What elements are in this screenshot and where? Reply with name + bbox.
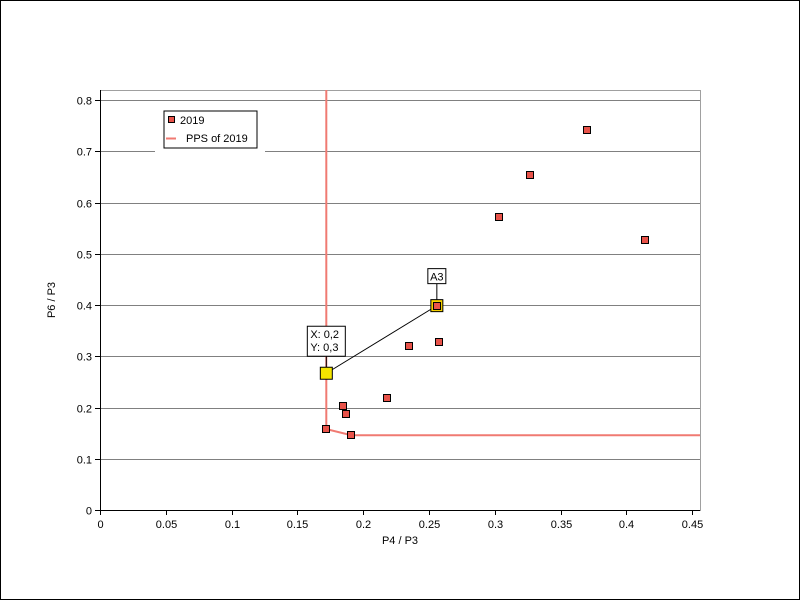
y-axis-ticks: 0 0.1 0.2 0.3 0.4 0.5 0.6 0.7 0.8 — [77, 96, 100, 518]
y-tick-label: 0.8 — [77, 96, 92, 108]
data-point-2019 — [495, 213, 503, 221]
annotations: A3 X: 0,2Y: 0,3 — [306, 126, 649, 439]
x-tick-label: 0.4 — [619, 519, 634, 531]
x-tick-label: 0.05 — [156, 519, 177, 531]
data-point-2019 — [339, 402, 347, 410]
x-tick-label: 0 — [97, 519, 103, 531]
x-tick-label: 0.45 — [682, 519, 703, 531]
y-tick-label: 0.7 — [77, 147, 92, 159]
legend-marker-2019 — [168, 116, 175, 123]
pps-line-layer — [325, 90, 700, 437]
axes — [100, 90, 700, 511]
legend: 2019 PPS of 2019 — [163, 110, 258, 149]
data-point-2019 — [347, 431, 355, 439]
x-tick-label: 0.1 — [225, 519, 240, 531]
y-axis-title: P6 / P3 — [46, 282, 58, 318]
x-tick-label: 0.15 — [287, 519, 308, 531]
data-point-2019 — [405, 342, 413, 350]
data-points — [322, 126, 649, 439]
data-point-2019 — [435, 338, 443, 346]
coordinate-readout: X: 0,2Y: 0,3 — [306, 325, 346, 357]
data-point-2019 — [583, 126, 591, 134]
plot-area — [100, 90, 701, 511]
y-tick-label: 0.3 — [77, 352, 92, 364]
a3-label-box — [427, 268, 447, 285]
a3-label: A3 — [427, 268, 447, 285]
x-tick-label: 0.3 — [488, 519, 503, 531]
coordinate-readout-line: X: 0,2 — [310, 329, 339, 341]
y-tick-label: 0.4 — [77, 301, 92, 313]
x-axis-ticks: 0 0.05 0.1 0.15 0.2 0.25 0.3 0.35 0.4 0.45 — [97, 510, 703, 531]
cursor-highlight-marker — [319, 366, 333, 380]
annotation-connectors — [325, 283, 438, 374]
pps-frontier-line — [325, 90, 700, 437]
data-point-2019 — [526, 171, 534, 179]
data-point-2019 — [322, 425, 330, 433]
legend-label-pps: PPS of 2019 — [186, 133, 248, 145]
x-tick-label: 0.25 — [419, 519, 440, 531]
y-tick-label: 0 — [86, 506, 92, 518]
x-tick-label: 0.35 — [551, 519, 572, 531]
data-point-2019 — [433, 302, 441, 310]
a3-label-text: A3 — [430, 272, 443, 284]
y-tick-label: 0.1 — [77, 455, 92, 467]
x-axis-title: P4 / P3 — [382, 535, 418, 547]
legend-label-2019: 2019 — [180, 115, 204, 127]
y-tick-label: 0.6 — [77, 199, 92, 211]
data-point-2019 — [641, 236, 649, 244]
annotation-connector — [326, 305, 438, 374]
legend-box — [163, 110, 258, 149]
coordinate-readout-line: Y: 0,3 — [310, 342, 338, 354]
data-point-2019 — [342, 410, 350, 418]
data-point-2019 — [383, 394, 391, 402]
coordinate-readout-box — [306, 325, 346, 357]
y-tick-label: 0.5 — [77, 250, 92, 262]
x-tick-label: 0.2 — [356, 519, 371, 531]
grid-lines — [100, 100, 700, 460]
y-tick-label: 0.2 — [77, 404, 92, 416]
